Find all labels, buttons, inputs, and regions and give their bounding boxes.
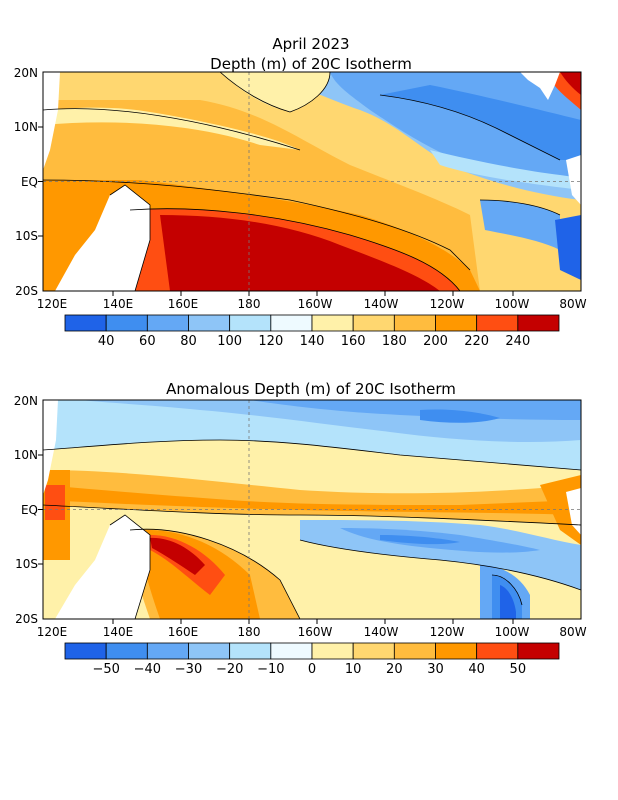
colorbar-label: 140 xyxy=(300,334,325,349)
lon-label: 100W xyxy=(495,625,530,639)
colorbar-swatch xyxy=(64,642,107,660)
colorbar-swatch xyxy=(188,314,231,332)
colorbar-label: 50 xyxy=(510,662,527,677)
colorbar-label: 100 xyxy=(217,334,242,349)
colorbar-label: 240 xyxy=(505,334,530,349)
lon-label: 140E xyxy=(103,625,134,639)
colorbar-swatch xyxy=(435,314,478,332)
colorbar-label: 60 xyxy=(139,334,156,349)
colorbar-label: −10 xyxy=(257,662,284,677)
colorbar-swatch xyxy=(311,642,354,660)
lat-label: 10S xyxy=(15,557,38,571)
lon-label: 120E xyxy=(37,297,68,311)
colorbar-swatch xyxy=(270,314,313,332)
lon-label: 140W xyxy=(364,297,399,311)
colorbar-swatch xyxy=(517,314,560,332)
colorbar-label: 80 xyxy=(180,334,197,349)
colorbar-swatch xyxy=(517,642,560,660)
colorbar-label: 160 xyxy=(341,334,366,349)
lon-label: 160W xyxy=(298,297,333,311)
lon-label: 160W xyxy=(298,625,333,639)
colorbar-swatch xyxy=(105,642,148,660)
colorbar-label: 180 xyxy=(382,334,407,349)
date-title: April 2023 xyxy=(272,35,349,53)
lon-label: 80W xyxy=(559,297,586,311)
lon-label: 140W xyxy=(364,625,399,639)
panel1-title: Depth (m) of 20C Isotherm xyxy=(210,55,412,73)
lon-label: 120W xyxy=(430,297,465,311)
colorbar-swatch xyxy=(188,642,231,660)
depth-colorbar: 40 60 80 100 120 140 160 180 200 220 240 xyxy=(64,314,560,349)
lat-label: 10S xyxy=(15,229,38,243)
colorbar-swatch xyxy=(476,642,519,660)
lat-label: EQ xyxy=(21,503,38,517)
lon-label: 120W xyxy=(430,625,465,639)
colorbar-swatch xyxy=(146,314,189,332)
depth-map: 20N 10N EQ 10S 20S 120E 140E 160E 180 16… xyxy=(14,66,587,311)
anomaly-colorbar: −50 −40 −30 −20 −10 0 10 20 30 40 50 xyxy=(64,642,560,677)
colorbar-swatch xyxy=(229,314,272,332)
colorbar-label: −40 xyxy=(134,662,161,677)
colorbar-label: 40 xyxy=(468,662,485,677)
colorbar-label: −20 xyxy=(216,662,243,677)
colorbar-swatch xyxy=(311,314,354,332)
colorbar-label: 0 xyxy=(308,662,316,677)
lon-label: 80W xyxy=(559,625,586,639)
lat-label: 20N xyxy=(14,394,38,408)
colorbar-swatch xyxy=(393,642,436,660)
colorbar-swatch xyxy=(146,642,189,660)
colorbar-label: 120 xyxy=(258,334,283,349)
lon-label: 160E xyxy=(168,625,199,639)
lon-label: 140E xyxy=(103,297,134,311)
colorbar-label: 30 xyxy=(427,662,444,677)
colorbar-swatch xyxy=(352,314,395,332)
colorbar-swatch xyxy=(105,314,148,332)
lat-label: 10N xyxy=(14,448,38,462)
colorbar-swatch xyxy=(476,314,519,332)
colorbar-label: 40 xyxy=(98,334,115,349)
lon-label: 180 xyxy=(238,297,261,311)
colorbar-swatch xyxy=(229,642,272,660)
lon-label: 120E xyxy=(37,625,68,639)
colorbar-swatch xyxy=(270,642,313,660)
lat-label: EQ xyxy=(21,175,38,189)
colorbar-swatch xyxy=(64,314,107,332)
colorbar-label: −50 xyxy=(92,662,119,677)
lon-label: 160E xyxy=(168,297,199,311)
lat-label: 20S xyxy=(15,612,38,626)
colorbar-swatch xyxy=(393,314,436,332)
colorbar-swatch xyxy=(352,642,395,660)
lon-label: 100W xyxy=(495,297,530,311)
colorbar-label: −30 xyxy=(175,662,202,677)
anomaly-map: 20N 10N EQ 10S 20S 120E 140E 160E 180 16… xyxy=(14,394,587,639)
panel2-title: Anomalous Depth (m) of 20C Isotherm xyxy=(166,380,456,398)
colorbar-label: 20 xyxy=(386,662,403,677)
lat-label: 10N xyxy=(14,120,38,134)
colorbar-label: 200 xyxy=(423,334,448,349)
colorbar-label: 220 xyxy=(464,334,489,349)
colorbar-swatch xyxy=(435,642,478,660)
lat-label: 20S xyxy=(15,284,38,298)
colorbar-label: 10 xyxy=(345,662,362,677)
lat-label: 20N xyxy=(14,66,38,80)
lon-label: 180 xyxy=(238,625,261,639)
